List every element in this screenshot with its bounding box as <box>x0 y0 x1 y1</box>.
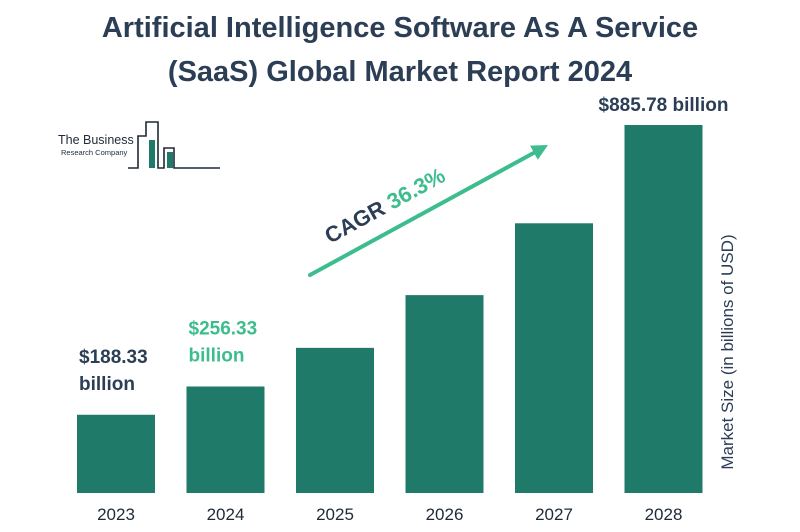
x-tick-2023: 2023 <box>97 505 135 524</box>
logo-name: The Business <box>58 133 134 147</box>
x-tick-2024: 2024 <box>207 505 245 524</box>
company-logo: The Business Research Company <box>58 118 228 170</box>
data-label-2028-value: $885.78 billion <box>599 95 729 116</box>
bar-2028 <box>624 125 703 493</box>
x-tick-2028: 2028 <box>645 505 683 524</box>
bar-2024 <box>186 386 265 493</box>
y-axis-label: Market Size (in billions of USD) <box>718 234 737 470</box>
x-tick-2026: 2026 <box>426 505 464 524</box>
chart-title-line2: (SaaS) Global Market Report 2024 <box>167 56 633 88</box>
bar-2023 <box>77 414 155 493</box>
bar-2027 <box>515 223 593 493</box>
chart-title: Artificial Intelligence Software As A Se… <box>0 6 800 94</box>
data-label-2024-unit: billion <box>189 346 245 367</box>
logo-subtitle: Research Company <box>61 148 128 157</box>
bar-logo-icon <box>128 121 220 169</box>
x-tick-2025: 2025 <box>316 505 354 524</box>
chart-title-line1: Artificial Intelligence Software As A Se… <box>101 12 699 44</box>
bar-2025 <box>296 347 374 493</box>
data-label-2024-value: $256.33 <box>189 319 258 340</box>
bar-2026 <box>405 295 484 493</box>
cagr-arrow-head-icon <box>530 145 548 160</box>
x-tick-2027: 2027 <box>535 505 573 524</box>
cagr-prefix: CAGR <box>320 192 394 248</box>
data-label-2023-unit: billion <box>79 374 135 395</box>
data-label-2023-value: $188.33 <box>79 347 148 368</box>
cagr-arrow-line <box>308 147 542 277</box>
